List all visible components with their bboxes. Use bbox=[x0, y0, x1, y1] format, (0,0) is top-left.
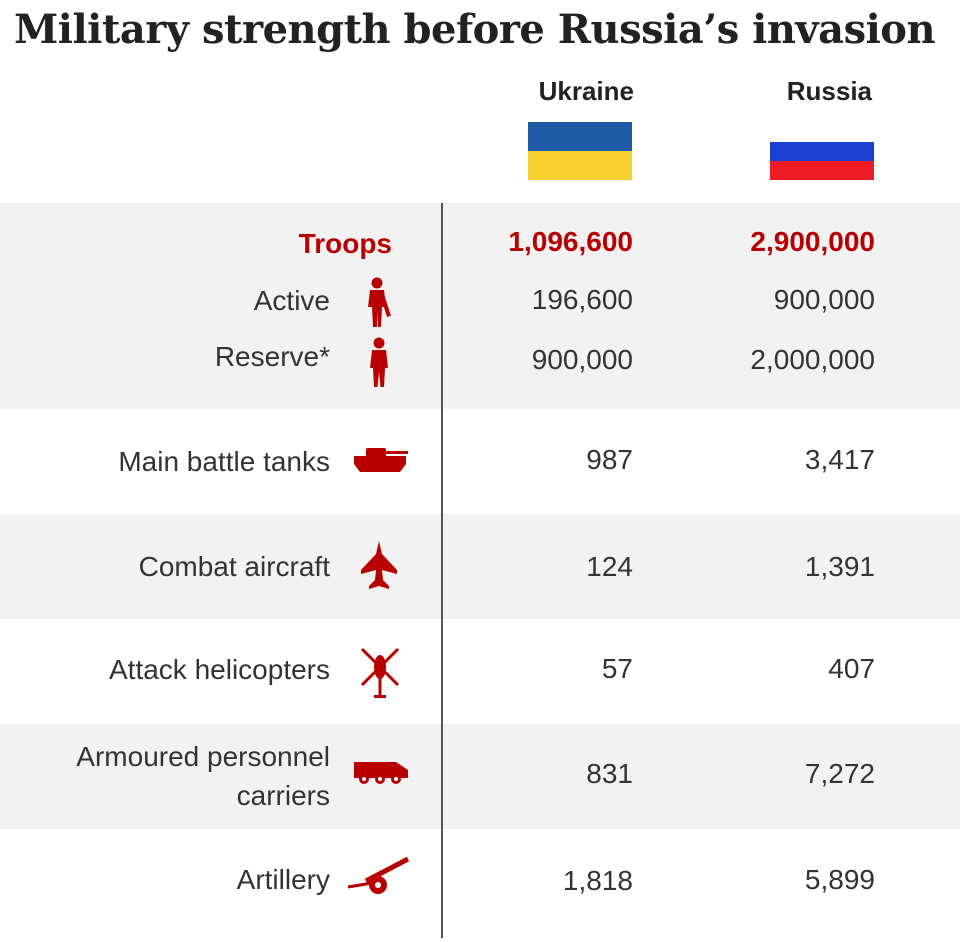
value-ukraine-helicopters: 57 bbox=[601, 653, 633, 684]
row-label-reserve: Reserve* bbox=[214, 341, 330, 372]
band-artillery bbox=[0, 829, 960, 938]
row-label-aircraft: Combat aircraft bbox=[138, 551, 330, 582]
ukraine-flag-icon bbox=[528, 122, 632, 180]
value-ukraine-reserve: 900,000 bbox=[531, 344, 633, 375]
soldier-armed-icon bbox=[362, 277, 396, 329]
column-divider bbox=[441, 203, 443, 938]
column-header-ukraine: Ukraine bbox=[538, 76, 634, 106]
band-troops bbox=[0, 203, 960, 409]
row-label-tanks: Main battle tanks bbox=[118, 446, 330, 477]
value-russia-aircraft: 1,391 bbox=[804, 551, 875, 582]
chart-title: Military strength before Russia’s invasi… bbox=[14, 6, 936, 53]
band-apc bbox=[0, 724, 960, 829]
row-label-helicopters: Attack helicopters bbox=[109, 654, 330, 685]
tank-icon bbox=[352, 446, 410, 474]
value-ukraine-artillery: 1,818 bbox=[562, 865, 633, 896]
value-ukraine-aircraft: 124 bbox=[586, 551, 633, 582]
russia-flag-icon bbox=[770, 122, 874, 180]
band-tanks bbox=[0, 409, 960, 514]
artillery-icon bbox=[346, 855, 412, 897]
row-label-artillery: Artillery bbox=[236, 864, 330, 895]
value-russia-reserve: 2,000,000 bbox=[750, 344, 875, 375]
value-russia-helicopters: 407 bbox=[828, 653, 875, 684]
value-russia-active: 900,000 bbox=[773, 284, 875, 315]
row-label-apc-line2: carriers bbox=[236, 780, 330, 811]
row-label-apc-line1: Armoured personnel bbox=[76, 741, 330, 772]
row-label-troops: Troops bbox=[298, 228, 392, 259]
value-ukraine-apc: 831 bbox=[586, 758, 633, 789]
row-label-active: Active bbox=[253, 285, 330, 316]
value-russia-artillery: 5,899 bbox=[804, 864, 875, 895]
person-icon bbox=[364, 337, 394, 389]
value-russia-troops: 2,900,000 bbox=[750, 226, 875, 257]
value-ukraine-tanks: 987 bbox=[586, 444, 633, 475]
value-russia-tanks: 3,417 bbox=[804, 444, 875, 475]
fighter-jet-icon bbox=[359, 540, 399, 590]
band-aircraft bbox=[0, 514, 960, 619]
helicopter-icon bbox=[358, 645, 402, 703]
value-ukraine-active: 196,600 bbox=[531, 284, 633, 315]
band-helicopters bbox=[0, 619, 960, 724]
value-ukraine-troops: 1,096,600 bbox=[508, 226, 633, 257]
armoured-vehicle-icon bbox=[352, 756, 410, 786]
column-header-russia: Russia bbox=[786, 76, 872, 106]
value-russia-apc: 7,272 bbox=[804, 758, 875, 789]
